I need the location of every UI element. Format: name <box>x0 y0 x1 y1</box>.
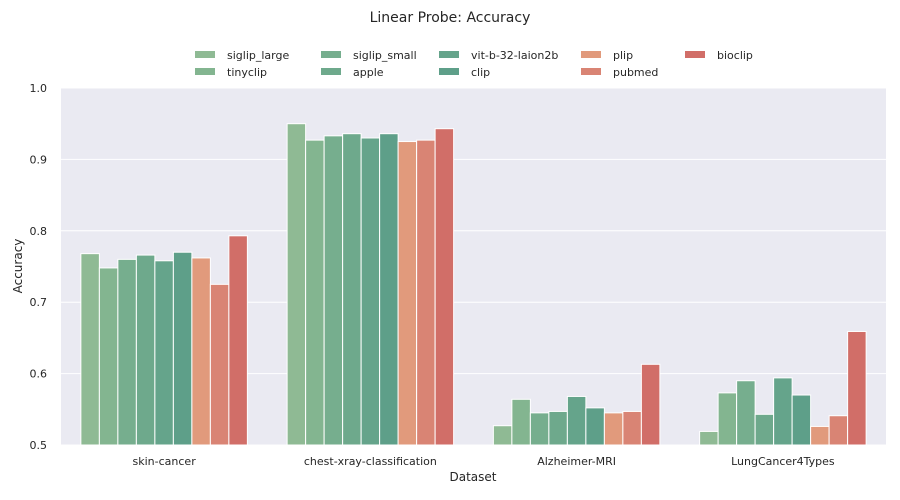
bar-clip-Alzheimer-MRI <box>585 407 605 446</box>
legend-label: pubmed <box>613 66 658 79</box>
legend-swatch <box>581 68 601 75</box>
legend-item-plip: plip <box>581 49 633 62</box>
bar-tinyclip-chest-xray-classification <box>305 139 325 446</box>
bar-clip-skin-cancer <box>172 251 193 446</box>
bar-siglip_small-Alzheimer-MRI <box>529 412 550 446</box>
legend-item-tinyclip: tinyclip <box>195 66 267 79</box>
legend-label: siglip_small <box>353 49 417 62</box>
legend-swatch <box>321 51 341 58</box>
bar-apple-chest-xray-classification <box>342 133 362 446</box>
legend-label: apple <box>353 66 384 79</box>
legend-label: vit-b-32-laion2b <box>471 49 558 62</box>
legend-swatch <box>321 68 341 75</box>
bar-tinyclip-LungCancer4Types <box>717 392 738 446</box>
legend-item-clip: clip <box>439 66 490 79</box>
bar-tinyclip-skin-cancer <box>98 267 119 446</box>
chart-title: Linear Probe: Accuracy <box>370 10 531 26</box>
y-tick-label: 0.6 <box>30 368 48 381</box>
bar-plip-skin-cancer <box>191 257 211 446</box>
bar-pubmed-Alzheimer-MRI <box>622 410 642 446</box>
y-tick-label: 0.5 <box>30 439 48 452</box>
bar-siglip_small-chest-xray-classification <box>323 135 344 446</box>
y-axis-label: Accuracy <box>11 239 25 294</box>
bar-vit-b-32-laion2b-Alzheimer-MRI <box>566 395 587 446</box>
bar-pubmed-LungCancer4Types <box>828 415 849 446</box>
bar-bioclip-Alzheimer-MRI <box>640 363 661 446</box>
bar-bioclip-skin-cancer <box>228 235 248 446</box>
legend-swatch <box>195 51 215 58</box>
legend-item-bioclip: bioclip <box>685 49 753 62</box>
bar-apple-skin-cancer <box>135 254 156 446</box>
legend-label: tinyclip <box>227 66 267 79</box>
bars <box>80 123 867 446</box>
legend-item-vit-b-32-laion2b: vit-b-32-laion2b <box>439 49 558 62</box>
bar-pubmed-skin-cancer <box>209 283 230 446</box>
bar-siglip_large-chest-xray-classification <box>286 123 307 446</box>
legend-label: bioclip <box>717 49 753 62</box>
bar-tinyclip-Alzheimer-MRI <box>511 398 531 446</box>
legend-swatch <box>195 68 215 75</box>
bar-plip-chest-xray-classification <box>397 141 418 446</box>
legend-swatch <box>439 68 459 75</box>
legend-swatch <box>581 51 601 58</box>
x-tick-label: chest-xray-classification <box>304 455 437 468</box>
bar-siglip_large-LungCancer4Types <box>699 430 719 446</box>
bar-siglip_large-skin-cancer <box>80 253 100 446</box>
legend-item-apple: apple <box>321 66 384 79</box>
legend-swatch <box>439 51 459 58</box>
legend-item-pubmed: pubmed <box>581 66 658 79</box>
y-tick-labels: 0.5 0.6 0.7 0.8 0.9 1.0 <box>30 82 48 452</box>
legend-label: clip <box>471 66 490 79</box>
bar-plip-Alzheimer-MRI <box>603 412 624 446</box>
legend-label: plip <box>613 49 633 62</box>
legend-item-siglip_small: siglip_small <box>321 49 417 62</box>
x-axis-label: Dataset <box>450 470 497 484</box>
bar-siglip_small-LungCancer4Types <box>736 380 756 446</box>
y-tick-label: 0.8 <box>30 225 48 238</box>
y-tick-label: 0.9 <box>30 153 48 166</box>
bar-clip-chest-xray-classification <box>379 133 399 446</box>
bar-clip-LungCancer4Types <box>791 394 812 446</box>
legend-label: siglip_large <box>227 49 289 62</box>
legend-swatch <box>685 51 705 58</box>
bar-pubmed-chest-xray-classification <box>416 139 436 446</box>
y-tick-label: 0.7 <box>30 296 48 309</box>
bar-apple-LungCancer4Types <box>754 413 775 446</box>
bar-vit-b-32-laion2b-skin-cancer <box>154 260 174 446</box>
x-tick-label: skin-cancer <box>133 455 197 468</box>
x-tick-label: Alzheimer-MRI <box>537 455 616 468</box>
bar-apple-Alzheimer-MRI <box>548 410 568 446</box>
x-tick-labels: skin-cancer chest-xray-classification Alzh… <box>133 455 835 468</box>
bar-bioclip-chest-xray-classification <box>434 128 455 446</box>
bar-siglip_large-Alzheimer-MRI <box>492 425 513 446</box>
bar-vit-b-32-laion2b-LungCancer4Types <box>773 377 793 446</box>
y-tick-label: 1.0 <box>30 82 48 95</box>
bar-vit-b-32-laion2b-chest-xray-classification <box>360 137 381 446</box>
legend-item-siglip_large: siglip_large <box>195 49 289 62</box>
x-tick-label: LungCancer4Types <box>731 455 835 468</box>
bar-bioclip-LungCancer4Types <box>847 330 867 446</box>
bar-siglip_small-skin-cancer <box>117 258 137 446</box>
bar-plip-LungCancer4Types <box>810 425 830 446</box>
